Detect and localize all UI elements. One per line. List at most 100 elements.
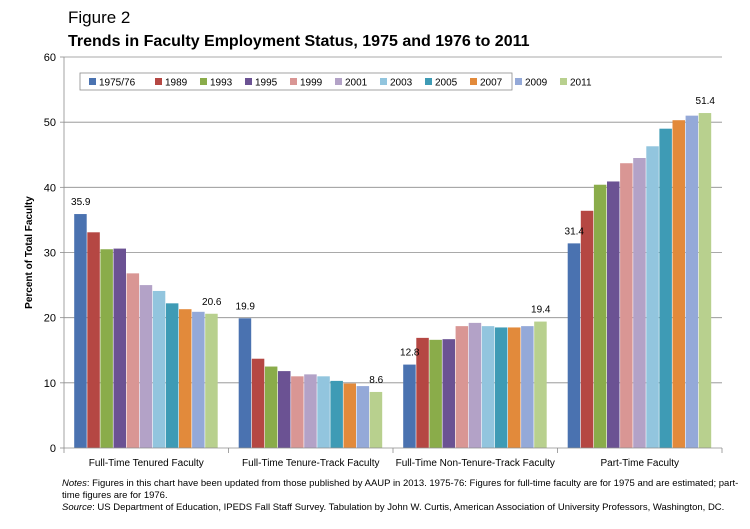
- bar-1995-cat0: [113, 248, 126, 448]
- bar-2007-cat3: [672, 120, 685, 448]
- legend-swatch-2003: [380, 78, 387, 85]
- bar-1999-cat1: [291, 376, 304, 448]
- y-axis-label: Percent of Total Faculty: [24, 196, 35, 309]
- data-label: 19.4: [531, 305, 551, 316]
- legend-swatch-2011: [560, 78, 567, 85]
- bar-2009-cat2: [521, 326, 534, 448]
- bar-2003-cat3: [646, 146, 659, 449]
- bar-1989-cat0: [87, 232, 100, 448]
- figure-label: Figure 2: [68, 8, 131, 27]
- bar-2009-cat1: [356, 386, 370, 448]
- legend-label-1993: 1993: [210, 78, 233, 89]
- bar-1989-cat2: [416, 337, 429, 448]
- legend-swatch-1995: [245, 78, 252, 85]
- legend-label-1999: 1999: [300, 78, 323, 89]
- y-tick-label: 50: [44, 117, 56, 129]
- x-tick-label: Part-Time Faculty: [600, 458, 679, 469]
- bar-2007-cat1: [343, 383, 356, 448]
- notes-label: Notes: [62, 478, 87, 489]
- bar-2009-cat3: [685, 115, 699, 449]
- legend-label-1989: 1989: [165, 78, 188, 89]
- bar-2005-cat2: [494, 327, 508, 448]
- y-tick-label: 60: [44, 52, 56, 64]
- chart-bars: [74, 113, 712, 449]
- bar-1999-cat2: [455, 326, 469, 448]
- data-label: 31.4: [565, 226, 585, 237]
- legend-swatch-2007: [470, 78, 477, 85]
- legend-label-197576: 1975/76: [99, 78, 136, 89]
- bar-1999-cat3: [620, 163, 633, 448]
- legend-swatch-2005: [425, 78, 432, 85]
- notes-line: Notes: Figures in this chart have been u…: [62, 478, 742, 502]
- bar-2001-cat1: [304, 374, 317, 448]
- legend-swatch-2001: [335, 78, 342, 85]
- bar-1995-cat2: [442, 339, 455, 448]
- bar-2011-cat1: [369, 391, 383, 448]
- bar-1993-cat2: [429, 339, 442, 448]
- bar-2005-cat1: [330, 380, 343, 448]
- source-text: : US Department of Education, IPEDS Fall…: [92, 502, 725, 513]
- legend-swatch-2009: [515, 78, 522, 85]
- bar-2011-cat2: [534, 321, 547, 448]
- figure-title: Trends in Faculty Employment Status, 197…: [68, 33, 530, 50]
- legend-label-2011: 2011: [570, 78, 592, 89]
- legend-label-2003: 2003: [390, 78, 413, 89]
- bar-197576-cat2: [403, 364, 416, 448]
- bar-197576-cat0: [74, 214, 87, 448]
- bar-1995-cat3: [607, 181, 620, 449]
- chart-notes: Notes: Figures in this chart have been u…: [62, 478, 742, 514]
- bar-2003-cat0: [152, 290, 166, 448]
- chart-data-labels: 35.9 20.6 19.9 8.6 12.8 19.4 31.4 51.4: [71, 96, 715, 386]
- bar-2007-cat0: [179, 309, 192, 448]
- bar-1999-cat0: [126, 273, 140, 448]
- bar-1993-cat3: [593, 184, 607, 448]
- y-tick-label: 0: [50, 443, 56, 455]
- chart-axes: 0 10 20 30 40 50 60 Percent of Total Faculty Ful…: [24, 52, 723, 469]
- bar-2009-cat0: [192, 311, 205, 448]
- bar-chart: 0 10 20 30 40 50 60 Percent of Total Faculty Ful…: [24, 52, 723, 469]
- x-tick-label: Full-Time Non-Tenure-Track Faculty: [396, 458, 555, 469]
- bar-2005-cat0: [165, 303, 179, 448]
- bar-197576-cat3: [567, 243, 581, 448]
- chart-legend: 1975/76 1989 1993 1995 1999 2001 2003 2005 2007 2…: [79, 72, 592, 91]
- bar-2003-cat2: [481, 326, 495, 448]
- legend-swatch-1993: [200, 78, 207, 85]
- bar-197576-cat1: [238, 318, 252, 448]
- data-label: 19.9: [236, 301, 256, 312]
- bar-2011-cat0: [205, 313, 218, 448]
- bar-1989-cat3: [580, 210, 594, 448]
- legend-label-1995: 1995: [255, 78, 278, 89]
- bar-2005-cat3: [659, 128, 672, 448]
- y-tick-label: 10: [44, 378, 56, 390]
- bar-1995-cat1: [278, 371, 291, 448]
- legend-label-2001: 2001: [345, 78, 368, 89]
- bar-2007-cat2: [508, 327, 521, 448]
- data-label: 51.4: [696, 96, 716, 107]
- legend-swatch-197576: [89, 78, 96, 85]
- source-label: Source: [62, 502, 93, 513]
- data-label: 8.6: [369, 375, 383, 386]
- x-tick-label: Full-Time Tenure-Track Faculty: [242, 458, 379, 469]
- bar-2001-cat3: [633, 158, 646, 448]
- source-line: Source: US Department of Education, IPED…: [62, 502, 742, 514]
- bar-1993-cat0: [100, 249, 113, 448]
- bar-1989-cat1: [251, 358, 265, 448]
- legend-label-2005: 2005: [435, 78, 458, 89]
- bar-2003-cat1: [317, 376, 330, 448]
- data-label: 12.8: [400, 348, 420, 359]
- x-tick-label: Full-Time Tenured Faculty: [89, 458, 204, 469]
- legend-swatch-1999: [290, 78, 297, 85]
- bar-2001-cat0: [139, 285, 153, 448]
- y-tick-label: 20: [44, 313, 56, 325]
- legend-label-2007: 2007: [480, 78, 503, 89]
- bar-2001-cat2: [468, 322, 482, 448]
- y-tick-label: 30: [44, 248, 56, 260]
- y-tick-label: 40: [44, 182, 56, 194]
- data-label: 35.9: [71, 197, 91, 208]
- legend-label-2009: 2009: [525, 78, 548, 89]
- bar-2011-cat3: [698, 113, 712, 448]
- bar-1993-cat1: [264, 366, 278, 448]
- legend-swatch-1989: [155, 78, 162, 85]
- notes-text: : Figures in this chart have been update…: [62, 478, 739, 501]
- data-label: 20.6: [202, 297, 222, 308]
